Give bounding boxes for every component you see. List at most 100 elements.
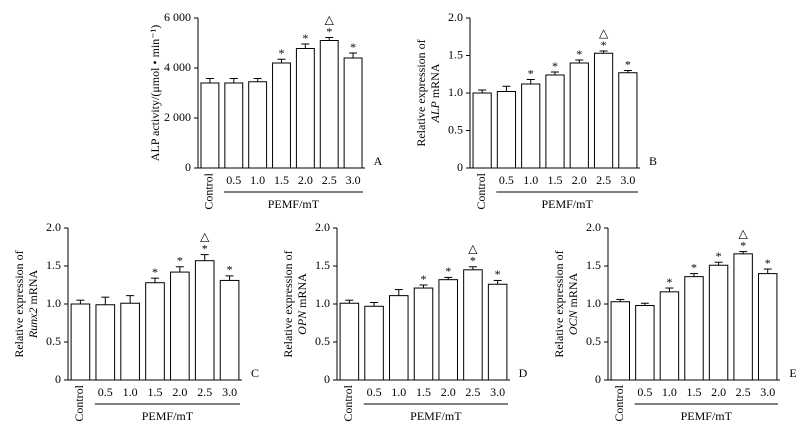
panel-letter: B (649, 154, 657, 168)
x-tick-label: Control (202, 172, 216, 209)
error-bar (526, 79, 535, 84)
y-tick-label: 1.5 (46, 258, 61, 272)
x-tick-label: 3.0 (620, 173, 635, 187)
significance-triangle: △ (325, 12, 335, 26)
error-bar (325, 37, 334, 41)
x-tick-label: 1.5 (274, 173, 289, 187)
significance-star: * (470, 254, 476, 268)
significance-star: * (202, 241, 208, 255)
significance-star: * (691, 260, 697, 274)
error-bar (493, 279, 502, 285)
bar (472, 92, 492, 169)
error-bar (175, 266, 184, 273)
bar (389, 295, 409, 381)
y-axis-label: Relative expression of (281, 250, 295, 357)
y-tick-label: 2 000 (164, 110, 191, 124)
significance-star: * (227, 263, 233, 277)
error-bar (739, 251, 748, 254)
bar (170, 271, 190, 381)
bar (569, 62, 589, 169)
y-axis-label: OCN mRNA (566, 272, 580, 335)
bar (708, 264, 729, 381)
y-axis-label: OPN mRNA (295, 273, 309, 335)
error-bar (714, 261, 723, 266)
bar (145, 282, 165, 381)
y-axis-label: Relative expression of (414, 39, 428, 146)
panel-letter: A (374, 154, 383, 168)
error-bar (205, 78, 214, 83)
significance-triangle: △ (739, 226, 749, 240)
bar (593, 52, 614, 169)
bar (120, 302, 140, 381)
x-tick-label: Control (474, 172, 488, 209)
bar (496, 91, 517, 169)
bar (618, 72, 638, 169)
error-bar (468, 266, 477, 270)
gene-name: Runx2 (26, 308, 40, 340)
error-bar (444, 276, 453, 280)
bar (219, 279, 240, 381)
x-tick-label: 2.0 (298, 173, 313, 187)
significance-star: * (279, 46, 285, 60)
y-axis-label: ALP activity/(μmol • min⁻¹) (148, 25, 162, 161)
error-bar (370, 301, 379, 307)
x-tick-label: 1.0 (523, 173, 538, 187)
x-tick-label: 2.0 (172, 385, 187, 399)
x-tick-label: 3.0 (222, 385, 237, 399)
bar (635, 305, 655, 381)
x-tick-label: Control (72, 384, 86, 421)
x-tick-label: 1.0 (662, 385, 677, 399)
panel-letter: E (789, 366, 796, 380)
y-tick-label: 0 (324, 372, 330, 386)
bar (319, 40, 339, 169)
significance-star: * (177, 254, 183, 268)
bar (200, 82, 220, 169)
error-bar (76, 299, 85, 304)
error-bar (599, 50, 608, 54)
y-axis-label: Relative expression of (12, 250, 26, 357)
bar (684, 276, 704, 381)
bar (758, 273, 778, 381)
bar (463, 269, 483, 381)
significance-star: * (740, 238, 746, 252)
bar (545, 74, 565, 169)
y-tick-label: 0 (185, 160, 191, 174)
y-tick-label: 1.0 (448, 85, 463, 99)
significance-star: * (495, 267, 501, 281)
error-bar (253, 78, 262, 82)
significance-star: * (666, 275, 672, 289)
x-tick-label: 1.5 (416, 385, 431, 399)
y-tick-label: 1.0 (46, 296, 61, 310)
x-tick-label: 2.5 (736, 385, 751, 399)
y-tick-label: 0.5 (315, 334, 330, 348)
significance-star: * (445, 264, 451, 278)
x-tick-label: 0.5 (637, 385, 652, 399)
error-bar (225, 275, 234, 281)
y-tick-label: 0.5 (448, 122, 463, 136)
y-axis-label: Relative expression of (552, 250, 566, 357)
error-bar (301, 43, 310, 49)
x-tick-label: 3.0 (760, 385, 775, 399)
y-tick-label: 1.5 (586, 258, 601, 272)
x-tick-label: 1.0 (391, 385, 406, 399)
bar (272, 62, 291, 169)
x-tick-label: 2.5 (322, 173, 337, 187)
error-bar (229, 78, 238, 83)
y-tick-label: 2.0 (315, 220, 330, 234)
gene-name: OCN (566, 310, 580, 336)
significance-triangle: △ (599, 26, 609, 40)
x-tick-label: 2.0 (572, 173, 587, 187)
error-bar (151, 277, 159, 283)
x-tick-label: 2.5 (465, 385, 480, 399)
x-axis-label: PEMF/mT (541, 197, 593, 211)
error-bar (502, 85, 511, 92)
y-tick-label: 2.0 (448, 10, 463, 24)
bar (733, 253, 753, 381)
x-axis-label: PEMF/mT (681, 409, 733, 423)
y-tick-label: 0.5 (46, 334, 61, 348)
x-tick-label: 0.5 (226, 173, 241, 187)
y-tick-label: 0 (55, 372, 61, 386)
significance-star: * (528, 66, 534, 80)
bar (521, 83, 541, 169)
significance-star: * (576, 47, 582, 61)
